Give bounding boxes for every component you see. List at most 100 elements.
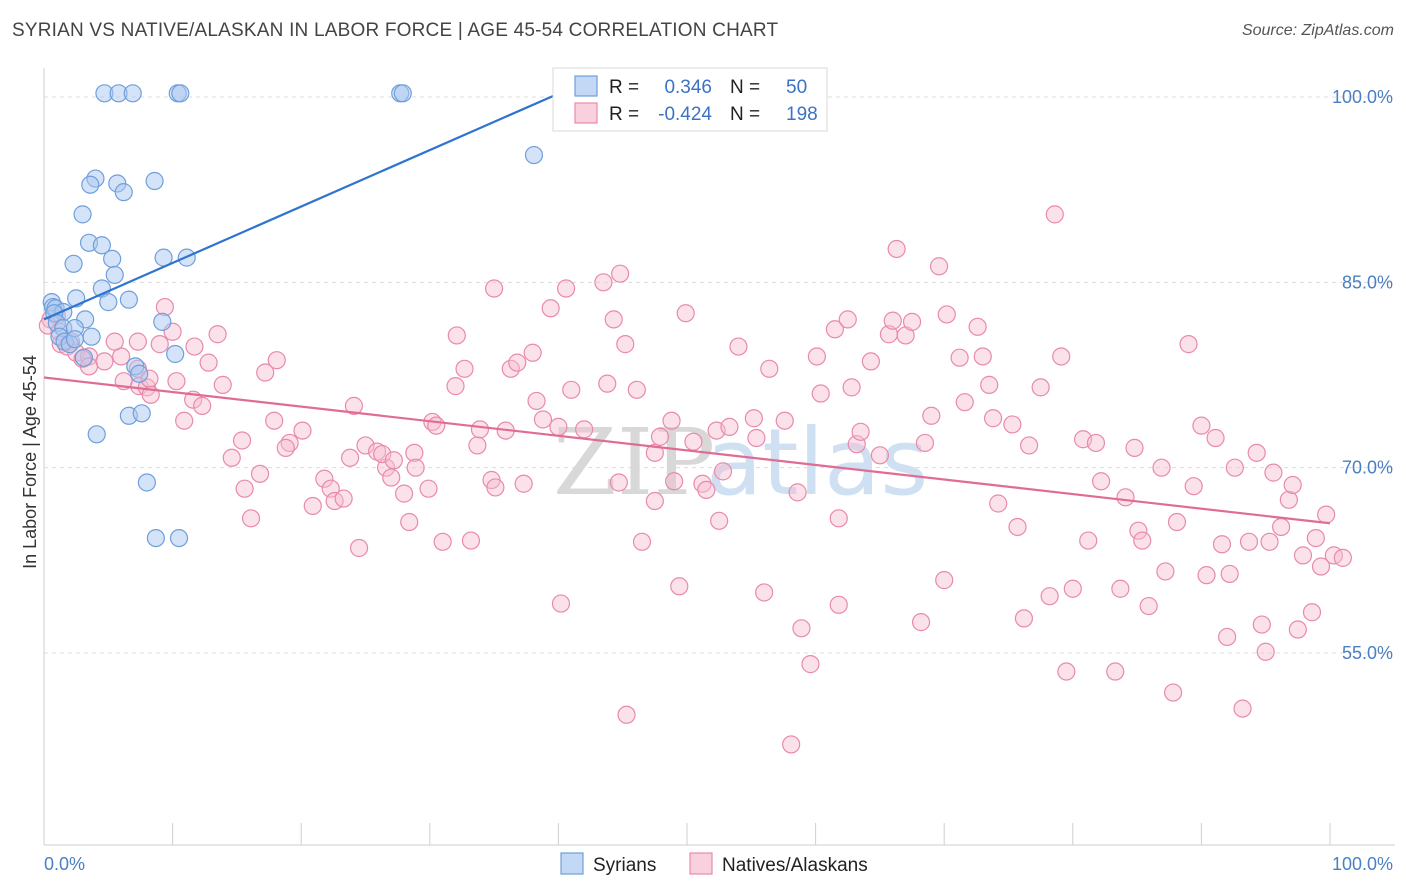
natives-point <box>650 427 670 446</box>
natives-point <box>1272 517 1291 537</box>
natives-point <box>929 257 949 276</box>
syrians-point <box>169 528 189 548</box>
trend-lines <box>43 89 1331 525</box>
syrians-point <box>171 84 190 103</box>
syrians-point <box>87 425 106 444</box>
natives-point <box>185 337 204 356</box>
syrians-point <box>92 236 111 255</box>
natives-point <box>1192 416 1211 435</box>
natives-point <box>433 532 452 551</box>
syrians-points <box>42 84 544 548</box>
y-tick-label: 55.0% <box>1342 643 1393 663</box>
natives-point <box>235 479 254 498</box>
syrians-point <box>145 171 164 191</box>
natives-point <box>755 583 774 602</box>
syrians-point <box>82 327 101 346</box>
natives-point <box>1091 472 1111 491</box>
natives-points <box>38 205 1352 754</box>
natives-point <box>1225 458 1244 477</box>
syrians-point <box>393 84 412 103</box>
natives-point <box>549 417 568 436</box>
natives-r-label: R = <box>609 104 639 125</box>
syrians-point <box>130 364 149 383</box>
natives-point <box>193 396 212 415</box>
natives-point <box>697 480 716 500</box>
syrians-point <box>119 290 138 309</box>
natives-n-value: 198 <box>786 104 818 125</box>
natives-point <box>575 420 594 439</box>
chart-title: SYRIAN VS NATIVE/ALASKAN IN LABOR FORCE … <box>12 20 779 41</box>
natives-point <box>645 491 664 511</box>
natives-point <box>1179 335 1198 354</box>
natives-point <box>604 310 623 329</box>
natives-point <box>609 473 628 492</box>
natives-point <box>541 299 560 318</box>
natives-point <box>950 348 969 367</box>
natives-point <box>1220 564 1239 584</box>
natives-point <box>1133 531 1152 550</box>
natives-point <box>1167 512 1187 532</box>
natives-point <box>1014 609 1034 628</box>
natives-point <box>1252 615 1271 634</box>
natives-point <box>105 332 124 351</box>
natives-point <box>729 337 748 356</box>
y-tick-label: 85.0% <box>1342 272 1393 292</box>
natives-point <box>447 326 466 345</box>
natives-point <box>523 343 542 362</box>
natives-point <box>1264 463 1283 482</box>
natives-point <box>811 384 830 403</box>
natives-point <box>551 594 571 613</box>
natives-point <box>1079 531 1098 550</box>
natives-point <box>1139 596 1158 616</box>
natives-point <box>265 411 284 430</box>
natives-point <box>1306 528 1325 548</box>
natives-point <box>250 464 270 483</box>
natives-point <box>720 417 739 436</box>
natives-point <box>665 472 684 491</box>
natives-bottom-label: Natives/Alaskans <box>722 855 868 876</box>
natives-point <box>1206 428 1225 448</box>
syrians-point <box>114 183 133 202</box>
syrians-point <box>74 348 93 367</box>
natives-n-label: N = <box>730 104 760 125</box>
natives-point <box>842 378 861 397</box>
natives-point <box>989 494 1008 513</box>
natives-point <box>208 325 227 344</box>
natives-point <box>382 468 401 487</box>
natives-point <box>788 483 807 502</box>
x-tick-label-min: 0.0% <box>44 854 85 874</box>
natives-point <box>1045 205 1064 224</box>
syrians-point <box>99 293 118 312</box>
natives-point <box>911 613 931 632</box>
natives-point <box>1008 517 1027 537</box>
natives-point <box>922 406 941 425</box>
natives-point <box>1293 546 1313 565</box>
syrians-point <box>166 344 185 364</box>
natives-point <box>276 438 295 457</box>
natives-point <box>293 421 312 440</box>
syrians-trend-line <box>43 89 566 321</box>
natives-point <box>419 479 438 498</box>
natives-point <box>95 352 114 371</box>
natives-point <box>557 279 576 298</box>
syrians-point <box>103 249 122 268</box>
natives-point <box>1283 475 1302 495</box>
natives-point <box>801 655 820 674</box>
natives-point <box>406 458 425 477</box>
natives-point <box>1247 443 1266 462</box>
syrians-point <box>153 312 172 331</box>
natives-point <box>870 446 890 465</box>
natives-point <box>400 512 419 532</box>
natives-point <box>1063 579 1082 598</box>
natives-point <box>394 484 414 503</box>
natives-point <box>838 310 857 329</box>
natives-point <box>1260 532 1279 551</box>
natives-point <box>1184 477 1203 496</box>
bottom-legend: Syrians Natives/Alaskans <box>560 852 868 876</box>
natives-point <box>829 595 848 614</box>
natives-point <box>1125 438 1144 457</box>
x-tick-label-max: 100.0% <box>1332 854 1393 874</box>
natives-point <box>1106 662 1125 681</box>
natives-point <box>1019 436 1039 455</box>
